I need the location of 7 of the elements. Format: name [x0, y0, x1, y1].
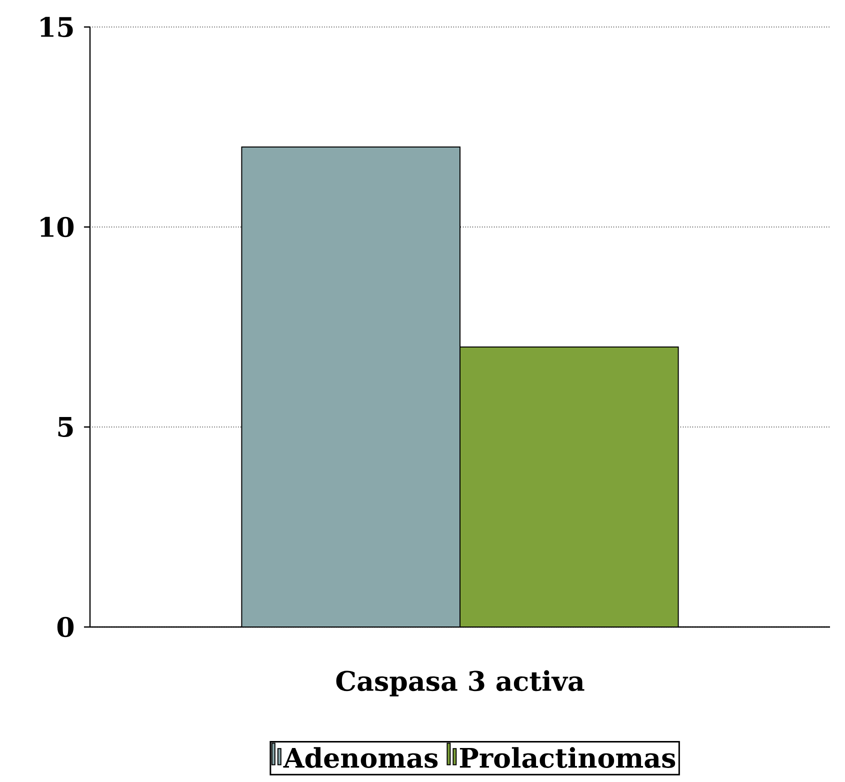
y-tick-label: 15 [40, 16, 73, 38]
y-tick-label: 5 [58, 417, 73, 437]
legend-label: Adenomas [283, 747, 438, 768]
x-axis-title: Caspasa 3 activa [336, 670, 584, 696]
y-tick-label: 0 [57, 616, 74, 638]
y-tick-label: 10 [40, 216, 74, 238]
legend-label: Prolactinomas [460, 747, 676, 768]
